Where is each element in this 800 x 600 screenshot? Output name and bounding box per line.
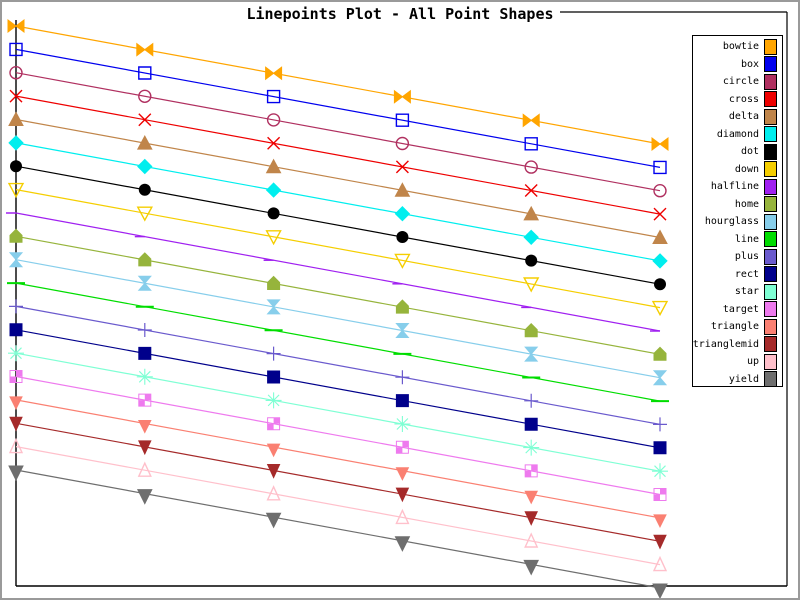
legend-row: hourglass: [693, 213, 782, 231]
legend-swatch: [764, 161, 777, 178]
series-delta: [8, 111, 668, 244]
series-triangle: [9, 396, 667, 529]
legend-row: dot: [693, 143, 782, 161]
legend-label: diamond: [716, 128, 759, 140]
legend-row: star: [693, 283, 782, 301]
legend-label: trianglemid: [692, 338, 759, 350]
legend-swatch: [764, 196, 777, 213]
legend-label: rect: [734, 268, 759, 280]
legend-swatch: [764, 301, 777, 318]
legend-label: down: [734, 163, 759, 175]
legend-row: triangle: [693, 318, 782, 336]
legend-label: plus: [734, 251, 759, 263]
series-trianglemid: [9, 416, 667, 550]
legend-swatch: [764, 108, 777, 125]
series-up: [8, 437, 668, 572]
legend-row: circle: [693, 73, 782, 91]
legend-row: home: [693, 196, 782, 214]
legend-row: line: [693, 231, 782, 249]
legend-swatch: [764, 91, 777, 108]
series-hourglass: [8, 252, 668, 386]
legend-row: delta: [693, 108, 782, 126]
legend-row: down: [693, 161, 782, 179]
legend-label: triangle: [710, 321, 759, 333]
legend-row: plus: [693, 248, 782, 266]
legend-swatch: [764, 318, 777, 335]
legend-label: cross: [728, 93, 759, 105]
series-diamond: [8, 135, 668, 269]
series-home: [9, 228, 667, 361]
legend-label: halfline: [710, 181, 759, 193]
legend-swatch: [764, 56, 777, 73]
series-circle: [9, 65, 667, 198]
legend-swatch: [764, 231, 777, 248]
legend-row: rect: [693, 266, 782, 284]
legend-label: yield: [728, 373, 759, 385]
series-halfline: [6, 212, 661, 332]
legend-swatch: [764, 73, 777, 90]
legend-label: delta: [728, 111, 759, 123]
series-down: [7, 182, 669, 317]
legend-label: home: [734, 198, 759, 210]
legend-label: hourglass: [704, 216, 759, 228]
legend-label: line: [734, 233, 759, 245]
series-cross: [9, 89, 667, 221]
series-dot: [10, 160, 666, 291]
series-plus: [9, 299, 667, 432]
legend-label: dot: [740, 146, 759, 158]
legend-label: target: [722, 303, 759, 315]
legend-row: diamond: [693, 126, 782, 144]
legend-row: yield: [693, 371, 782, 389]
legend-swatch: [764, 371, 777, 388]
legend-swatch: [764, 283, 777, 300]
series-target: [9, 370, 667, 501]
legend-row: bowtie: [693, 38, 782, 56]
legend-row: halfline: [693, 178, 782, 196]
legend-row: box: [693, 56, 782, 74]
legend-swatch: [764, 248, 777, 265]
legend-label: up: [746, 356, 759, 368]
series-line: [7, 282, 669, 403]
legend-label: box: [740, 58, 759, 70]
legend-row: cross: [693, 91, 782, 109]
legend-swatch: [764, 143, 777, 160]
legend-label: star: [734, 286, 759, 298]
legend-swatch: [764, 213, 777, 230]
series-box: [9, 42, 667, 175]
legend-row: target: [693, 301, 782, 319]
series-yield: [8, 465, 668, 598]
legend-label: bowtie: [722, 41, 759, 53]
series-rect: [9, 323, 667, 455]
legend-swatch: [764, 178, 777, 195]
legend-swatch: [764, 126, 777, 143]
legend-row: trianglemid: [693, 336, 782, 354]
legend-swatch: [764, 336, 777, 353]
chart-title: Linepoints Plot - All Point Shapes: [246, 5, 554, 23]
legend-swatch: [764, 266, 777, 283]
legend-label: circle: [722, 76, 759, 88]
legend-box: bowtie box circle cross delta diamond do…: [692, 35, 783, 389]
series-bowtie: [7, 19, 669, 151]
legend-row: up: [693, 353, 782, 371]
legend-swatch: [764, 38, 777, 55]
legend-swatch: [764, 353, 777, 370]
series-star: [8, 345, 668, 480]
